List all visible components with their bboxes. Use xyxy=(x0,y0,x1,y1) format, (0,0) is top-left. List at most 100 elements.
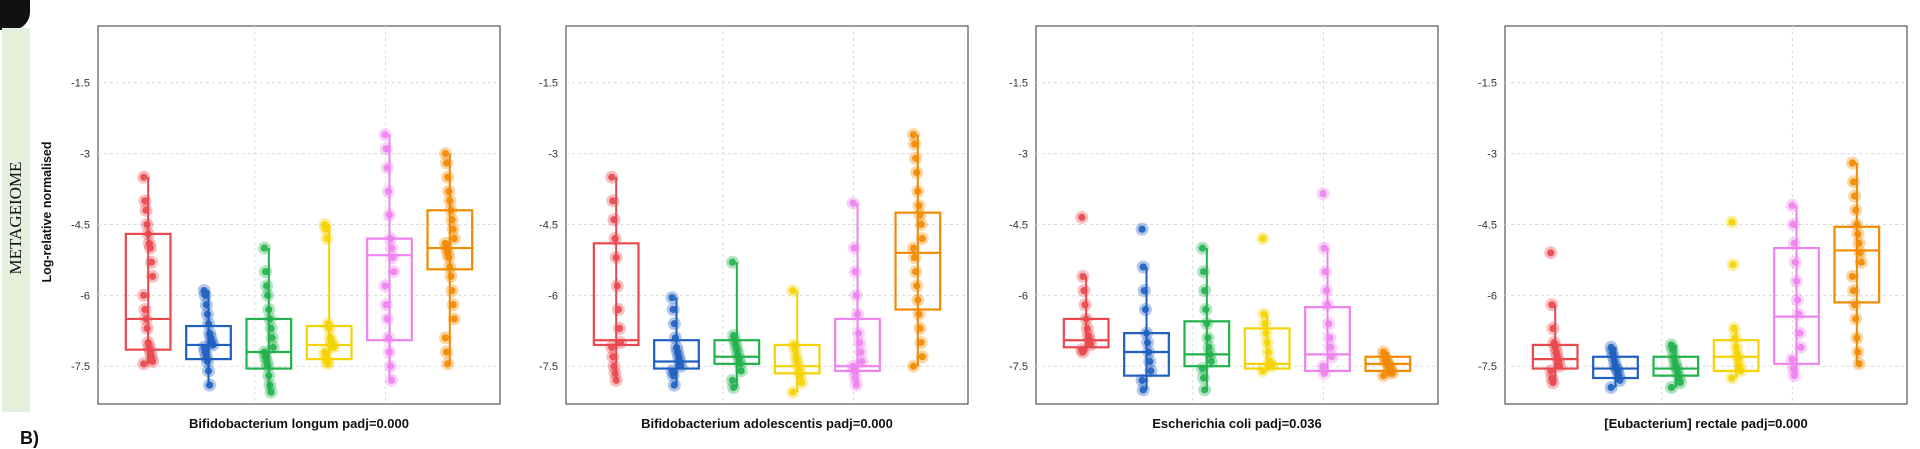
data-point xyxy=(857,348,865,356)
data-point xyxy=(449,301,457,309)
data-point xyxy=(1852,315,1860,323)
data-point xyxy=(914,187,922,195)
box-group-2 xyxy=(185,284,232,392)
data-point xyxy=(387,362,395,370)
y-tick-label: -3 xyxy=(80,149,90,161)
data-point xyxy=(613,282,621,290)
box-group-4 xyxy=(305,217,353,371)
data-point xyxy=(384,187,392,195)
x-axis-title-4: [Eubacterium] rectale padj=0.000 xyxy=(1604,416,1808,431)
data-point xyxy=(1549,379,1557,387)
data-point xyxy=(141,305,149,314)
box xyxy=(185,324,232,361)
data-point xyxy=(1322,287,1330,295)
data-point xyxy=(202,301,210,309)
data-point xyxy=(260,244,269,252)
data-point xyxy=(1792,277,1801,285)
box-group-5 xyxy=(1304,187,1351,380)
data-point xyxy=(383,315,391,323)
data-point xyxy=(913,168,921,177)
data-point xyxy=(1607,383,1615,392)
y-tick-label: -7.5 xyxy=(1478,361,1497,373)
data-point xyxy=(668,294,676,302)
data-point xyxy=(264,291,272,299)
data-point xyxy=(1139,386,1147,394)
data-point xyxy=(855,329,863,337)
box-group-6 xyxy=(1833,156,1881,371)
corner-blob xyxy=(0,0,30,30)
box-group-1 xyxy=(124,170,172,371)
box-group-3 xyxy=(713,255,761,394)
data-point xyxy=(737,367,745,375)
data-point xyxy=(852,381,860,389)
data-point xyxy=(1849,178,1858,186)
box xyxy=(773,343,821,375)
x-axis-title-2: Bifidobacterium adolescentis padj=0.000 xyxy=(641,416,893,431)
data-point xyxy=(1261,320,1269,328)
box-group-3 xyxy=(1183,241,1231,397)
data-point xyxy=(912,154,920,162)
data-point xyxy=(269,343,277,351)
data-point xyxy=(1548,301,1556,309)
data-point xyxy=(612,376,620,384)
box-group-5 xyxy=(366,128,413,387)
data-point xyxy=(445,187,453,195)
data-point xyxy=(1667,383,1676,392)
box xyxy=(1304,306,1351,373)
data-point xyxy=(382,145,390,153)
data-point xyxy=(1081,301,1089,309)
data-point xyxy=(1264,348,1272,356)
data-point xyxy=(612,253,620,262)
data-point xyxy=(442,159,451,167)
box xyxy=(1592,355,1639,380)
data-point xyxy=(324,360,332,368)
data-point xyxy=(1788,201,1796,210)
data-point xyxy=(390,268,398,276)
y-tick-label: -6 xyxy=(80,290,90,302)
box xyxy=(426,209,474,271)
box xyxy=(1652,355,1700,377)
data-point xyxy=(203,310,211,318)
data-point xyxy=(141,197,149,205)
data-point xyxy=(1263,338,1271,347)
boxplot-panel-2: -1.5 -3 -4.5 -6 -7.5 xyxy=(539,25,969,405)
box-group-2 xyxy=(1592,340,1639,394)
data-point xyxy=(267,388,275,396)
box xyxy=(592,242,640,347)
data-point xyxy=(1732,343,1740,351)
data-point xyxy=(1730,324,1738,332)
data-point xyxy=(1794,296,1802,304)
boxplot-panel-4: -1.5 -3 -4.5 -6 -7.5 xyxy=(1478,25,1908,405)
data-point xyxy=(918,235,926,243)
data-point xyxy=(1147,367,1155,375)
data-point xyxy=(444,173,452,181)
data-point xyxy=(797,379,806,387)
data-point xyxy=(1078,213,1086,221)
data-point xyxy=(204,367,213,375)
data-point xyxy=(140,291,148,299)
data-point xyxy=(266,381,274,389)
data-point xyxy=(444,360,452,368)
data-point xyxy=(1204,334,1212,342)
y-tick-label: -4.5 xyxy=(1009,219,1028,231)
data-point xyxy=(910,253,919,262)
data-point xyxy=(1855,360,1863,368)
data-point xyxy=(913,282,921,290)
data-point xyxy=(849,199,857,207)
plot-frame xyxy=(1504,25,1908,405)
box-group-6 xyxy=(894,128,942,373)
x-axis-title-1: Bifidobacterium longum padj=0.000 xyxy=(189,416,409,431)
box xyxy=(653,339,700,370)
data-point xyxy=(1320,244,1328,252)
data-point xyxy=(1857,258,1865,266)
data-point xyxy=(323,235,331,243)
data-point xyxy=(385,211,394,219)
box-group-6 xyxy=(426,147,474,371)
data-point xyxy=(915,201,923,210)
data-point xyxy=(669,305,677,314)
data-point xyxy=(910,140,919,148)
data-point xyxy=(1138,225,1146,233)
data-point xyxy=(1138,376,1146,384)
data-point xyxy=(1319,362,1327,370)
box xyxy=(245,317,293,370)
